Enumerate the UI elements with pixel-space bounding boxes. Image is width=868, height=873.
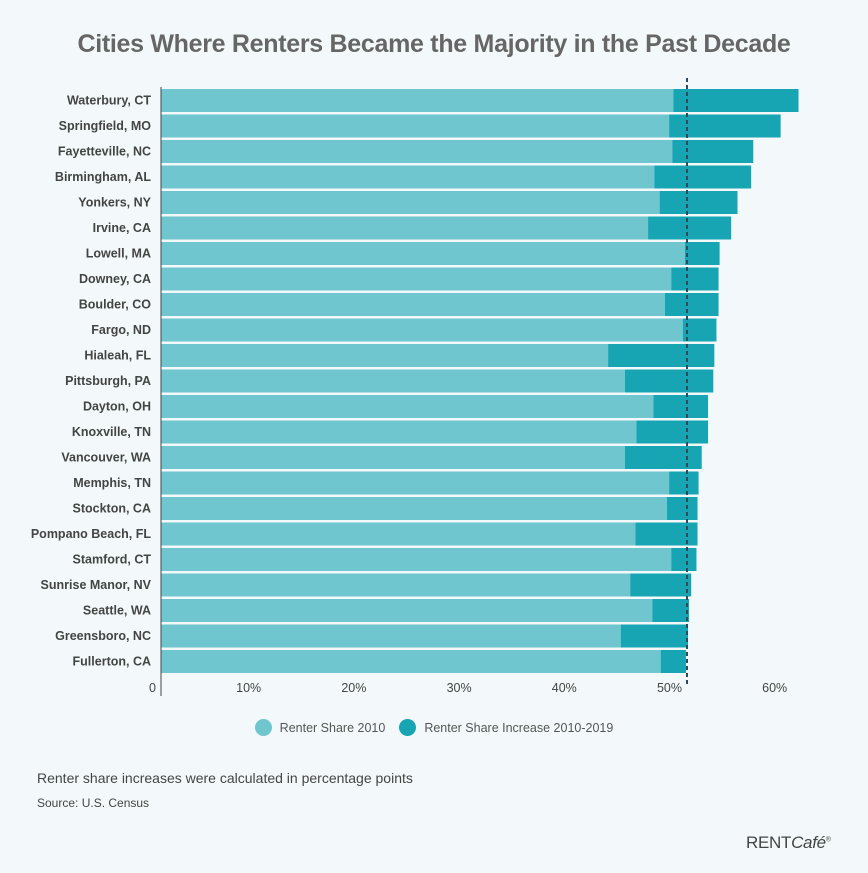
bar-renter-share-2010 bbox=[161, 650, 661, 673]
category-label: Irvine, CA bbox=[93, 221, 151, 235]
bar-renter-share-2010 bbox=[161, 318, 683, 342]
legend-item-increase: Renter Share Increase 2010-2019 bbox=[399, 719, 613, 736]
bar-renter-share-2010 bbox=[161, 242, 685, 265]
x-tick-label: 10% bbox=[236, 681, 261, 695]
category-label: Fullerton, CA bbox=[73, 655, 151, 669]
bar-renter-share-2010 bbox=[161, 89, 674, 112]
bar-renter-share-increase bbox=[624, 446, 702, 469]
bar-renter-share-2010 bbox=[161, 522, 636, 546]
legend: Renter Share 2010 Renter Share Increase … bbox=[0, 719, 868, 736]
bar-renter-share-increase bbox=[669, 114, 781, 138]
x-tick-label: 60% bbox=[762, 681, 787, 695]
bar-renter-share-2010 bbox=[161, 114, 670, 138]
bar-renter-share-2010 bbox=[161, 497, 668, 520]
bar-renter-share-2010 bbox=[161, 573, 631, 597]
x-tick-label: 20% bbox=[341, 681, 366, 695]
bar-renter-share-2010 bbox=[161, 446, 625, 469]
bar-renter-share-increase bbox=[671, 548, 697, 571]
category-label: Yonkers, NY bbox=[78, 196, 151, 210]
bar-renter-share-increase bbox=[648, 216, 732, 240]
category-label: Hialeah, FL bbox=[84, 349, 151, 363]
bar-renter-share-increase bbox=[659, 191, 738, 214]
bar-renter-share-2010 bbox=[161, 216, 649, 240]
category-label: Birmingham, AL bbox=[55, 170, 151, 184]
bar-renter-share-increase bbox=[620, 624, 689, 648]
legend-item-2010: Renter Share 2010 bbox=[254, 719, 386, 736]
bar-renter-share-increase bbox=[667, 497, 698, 520]
bar-renter-share-2010 bbox=[161, 395, 654, 418]
category-label: Boulder, CO bbox=[79, 298, 152, 312]
category-label: Fargo, ND bbox=[91, 323, 151, 337]
category-label: Stamford, CT bbox=[73, 553, 152, 567]
category-label: Dayton, OH bbox=[83, 400, 151, 414]
category-label: Stockton, CA bbox=[73, 502, 151, 516]
bar-renter-share-increase bbox=[624, 369, 714, 393]
bar-renter-share-2010 bbox=[161, 369, 625, 393]
footnote: Renter share increases were calculated i… bbox=[37, 770, 413, 786]
legend-swatch-increase bbox=[399, 719, 417, 736]
bar-renter-share-2010 bbox=[161, 624, 621, 648]
bar-renter-share-increase bbox=[682, 318, 717, 342]
bar-renter-share-2010 bbox=[161, 471, 670, 495]
bar-renter-share-increase bbox=[672, 140, 754, 163]
x-tick-label: 50% bbox=[657, 681, 682, 695]
bar-renter-share-2010 bbox=[161, 548, 672, 571]
category-label: Downey, CA bbox=[79, 272, 151, 286]
category-label: Fayetteville, NC bbox=[58, 145, 151, 159]
bar-renter-share-increase bbox=[608, 344, 715, 367]
x-tick-label: 30% bbox=[447, 681, 472, 695]
bar-renter-share-2010 bbox=[161, 165, 655, 189]
bar-renter-share-increase bbox=[664, 293, 719, 316]
category-label: Springfield, MO bbox=[59, 119, 152, 133]
bar-renter-share-increase bbox=[653, 395, 709, 418]
legend-label-2010: Renter Share 2010 bbox=[279, 720, 386, 735]
bar-renter-share-increase bbox=[652, 599, 690, 622]
category-label: Pompano Beach, FL bbox=[31, 527, 152, 541]
category-label: Pittsburgh, PA bbox=[65, 374, 151, 388]
bar-renter-share-2010 bbox=[161, 293, 665, 316]
bar-renter-share-2010 bbox=[161, 420, 637, 444]
bar-renter-share-increase bbox=[660, 650, 686, 673]
bar-renter-share-increase bbox=[673, 89, 799, 112]
bar-renter-share-increase bbox=[636, 420, 709, 444]
bar-renter-share-increase bbox=[654, 165, 752, 189]
chart-title: Cities Where Renters Became the Majority… bbox=[77, 30, 791, 58]
bar-renter-share-increase bbox=[684, 242, 720, 265]
legend-swatch-2010 bbox=[254, 719, 272, 736]
bar-renter-share-2010 bbox=[161, 599, 653, 622]
legend-label-increase: Renter Share Increase 2010-2019 bbox=[424, 720, 614, 735]
category-label: Lowell, MA bbox=[86, 247, 151, 261]
bar-renter-share-increase bbox=[630, 573, 692, 597]
bar-renter-share-2010 bbox=[161, 267, 672, 291]
bar-renter-share-increase bbox=[635, 522, 698, 546]
bar-renter-share-2010 bbox=[161, 191, 660, 214]
x-tick-label: 0 bbox=[149, 681, 156, 695]
bar-renter-share-2010 bbox=[161, 140, 673, 163]
bar-chart: Waterbury, CT Springfield, MO Fayetteville… bbox=[31, 78, 799, 696]
rentcafe-logo: RENTCafé® bbox=[746, 833, 831, 852]
source: Source: U.S. Census bbox=[37, 796, 150, 810]
category-label: Vancouver, WA bbox=[61, 451, 151, 465]
category-label: Seattle, WA bbox=[83, 604, 151, 618]
bar-renter-share-increase bbox=[671, 267, 719, 291]
bar-renter-share-increase bbox=[669, 471, 699, 495]
x-tick-label: 40% bbox=[552, 681, 577, 695]
category-label: Knoxville, TN bbox=[72, 425, 151, 439]
category-label: Waterbury, CT bbox=[67, 94, 151, 108]
category-label: Sunrise Manor, NV bbox=[41, 578, 152, 592]
bar-renter-share-2010 bbox=[161, 344, 609, 367]
category-label: Memphis, TN bbox=[73, 476, 151, 490]
category-label: Greensboro, NC bbox=[55, 629, 151, 643]
